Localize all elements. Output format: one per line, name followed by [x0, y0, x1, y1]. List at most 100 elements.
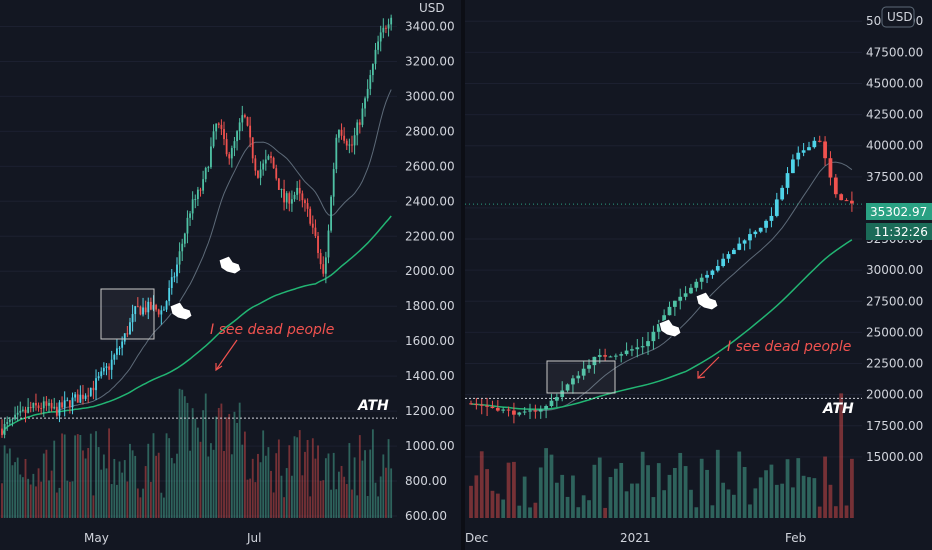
candle-body	[358, 122, 361, 125]
volume-bar	[340, 465, 343, 518]
price-tick-label: 1400.00	[405, 369, 455, 383]
candle-body	[374, 49, 377, 64]
volume-bar	[364, 450, 366, 518]
candle-body	[291, 199, 293, 204]
candle-body	[353, 135, 356, 146]
volume-bar	[283, 497, 285, 518]
volume-bar	[374, 482, 377, 518]
price-tick-label: 3400.00	[405, 19, 455, 33]
candle-body	[74, 394, 77, 398]
date-tick-label: Jul	[246, 531, 261, 545]
volume-bar	[254, 482, 257, 518]
left-price-axis[interactable]: 3400.00 3200.00 3000.00 2800.00 2600.00 2400.…	[405, 19, 455, 523]
price-tick-label: 1600.00	[405, 334, 455, 348]
right-moving-averages	[470, 161, 853, 412]
volume-bar	[377, 496, 380, 518]
volume-bar	[102, 454, 105, 518]
volume-bar	[220, 403, 223, 518]
volume-bar	[217, 407, 220, 518]
candle-body	[597, 355, 602, 357]
volume-bar	[55, 492, 58, 518]
volume-bar	[163, 497, 165, 518]
right-date-axis[interactable]: Dec 2021 Feb	[465, 531, 806, 545]
candle-body	[236, 131, 238, 142]
volume-bar	[27, 478, 30, 518]
volume-bar	[823, 456, 827, 518]
candle-body	[42, 401, 45, 409]
candle-body	[479, 404, 484, 406]
volume-bar	[272, 492, 275, 518]
volume-bar	[603, 507, 607, 518]
volume-bar	[53, 440, 56, 518]
candle-body	[608, 356, 613, 358]
candle-body	[506, 409, 511, 411]
left-chart-svg[interactable]: 3400.00 3200.00 3000.00 2800.00 2600.00 2400.…	[0, 0, 461, 550]
candle-body	[37, 405, 40, 409]
candle-body	[1, 428, 3, 435]
left-candles	[1, 14, 393, 439]
candle-body	[495, 408, 500, 411]
right-chart-panel[interactable]: 50000.0047500.0045000.0042500.0040000.00…	[465, 0, 932, 550]
candle-body	[189, 213, 191, 218]
price-tick-label: 45000.00	[866, 76, 923, 90]
volume-bar	[236, 422, 238, 518]
left-chart-panel[interactable]: 3400.00 3200.00 3000.00 2800.00 2600.00 2400.…	[0, 0, 461, 550]
right-chart-svg[interactable]: 50000.0047500.0045000.0042500.0040000.00…	[465, 0, 932, 550]
candle-body	[257, 170, 259, 178]
volume-bar	[257, 453, 259, 518]
candle-body	[183, 233, 186, 244]
volume-bar	[243, 431, 246, 518]
price-tick-label: 3000.00	[405, 89, 455, 103]
candle-body	[651, 331, 656, 342]
candle-body	[298, 187, 301, 194]
volume-bar	[850, 458, 854, 518]
candle-body	[61, 402, 63, 408]
candle-body	[160, 310, 163, 315]
volume-bar	[24, 458, 27, 518]
candle-body	[142, 307, 144, 315]
candle-body	[285, 193, 288, 203]
volume-bar	[108, 428, 110, 518]
volume-bar	[79, 434, 82, 518]
candle-body	[640, 346, 645, 348]
candle-body	[223, 129, 225, 140]
candle-body	[817, 140, 822, 142]
volume-bar	[319, 480, 322, 518]
right-grid	[465, 20, 862, 458]
volume-bar	[369, 449, 372, 518]
volume-bar	[296, 437, 299, 518]
volume-bar	[105, 468, 108, 518]
volume-bar	[683, 466, 688, 518]
volume-bar	[356, 495, 359, 518]
candle-body	[683, 293, 688, 297]
candle-body	[343, 135, 346, 141]
candle-body	[63, 400, 66, 408]
volume-bar	[275, 453, 278, 518]
candle-body	[207, 167, 210, 169]
right-volume-bars	[469, 393, 854, 518]
volume-bar	[338, 471, 340, 518]
volume-bar	[512, 461, 516, 518]
volume-bar	[251, 458, 254, 518]
pointing-hand-icon	[169, 301, 193, 321]
left-date-axis[interactable]: May Jul	[84, 531, 261, 545]
candle-body	[385, 27, 387, 29]
right-currency-button[interactable]: USD	[881, 6, 915, 28]
candle-body	[560, 390, 565, 398]
volume-bar	[769, 464, 774, 518]
candle-body	[533, 410, 538, 412]
candle-body	[254, 158, 257, 171]
candle-body	[576, 375, 581, 379]
volume-bar	[324, 458, 327, 518]
volume-bar	[538, 467, 543, 518]
volume-bar	[662, 490, 667, 518]
volume-bar	[619, 462, 624, 518]
volume-bar	[528, 507, 532, 518]
candle-body	[178, 251, 181, 265]
volume-bar	[554, 482, 559, 518]
volume-bar	[345, 484, 348, 518]
volume-bar	[183, 396, 186, 518]
price-tick-label: 42500.00	[866, 108, 923, 122]
candle-body	[309, 208, 312, 224]
candle-body	[147, 301, 150, 313]
